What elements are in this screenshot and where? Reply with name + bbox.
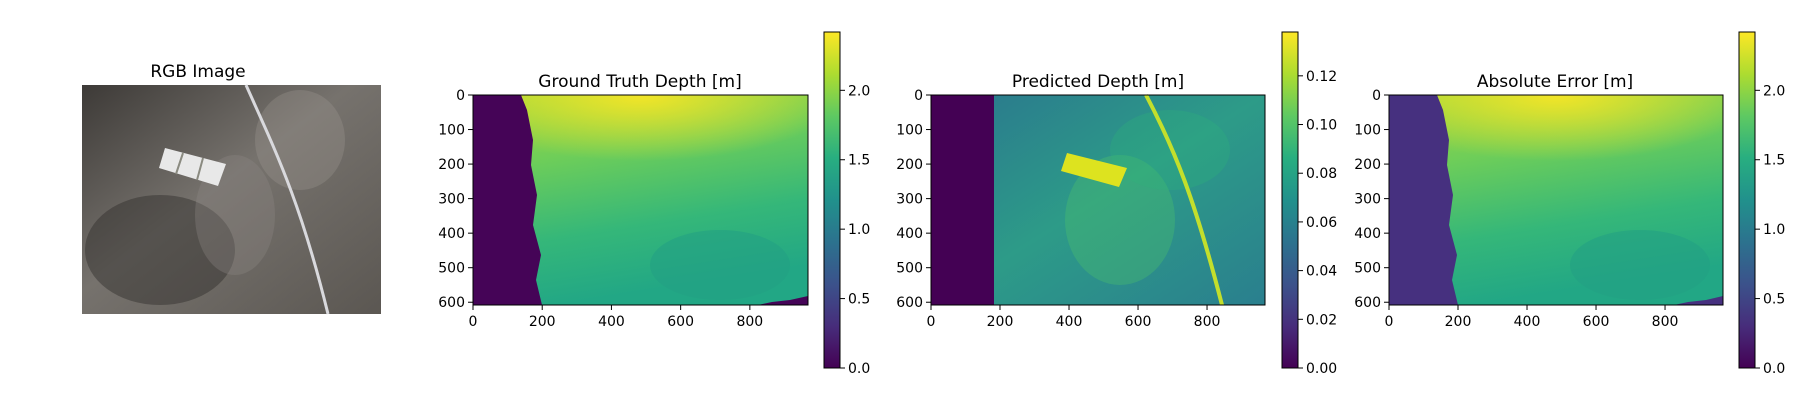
colorbar-tick-label-ground-truth: 1.5 (848, 153, 870, 169)
colorbar-predicted (1281, 31, 1299, 369)
axes-ground-truth: 0 200 400 600 800 0 100 200 300 400 500 600 (438, 88, 809, 330)
colorbar-tick-label-ground-truth: 0.5 (848, 292, 870, 308)
y-tick-label-ground-truth: 500 (438, 261, 465, 277)
rgb-image (82, 84, 381, 315)
colorbar-tick-label-ground-truth: 0.0 (848, 361, 870, 377)
y-tick-label-ground-truth: 100 (438, 123, 465, 139)
x-tick-label-ground-truth: 0 (469, 314, 478, 330)
panel-rgb: RGB Image (82, 62, 381, 315)
x-tick-label-ground-truth: 400 (598, 314, 625, 330)
colorbar-ticks-predicted: 0.00 0.02 0.04 0.06 0.08 0.10 0.12 (1298, 69, 1337, 377)
colorbar-tick-label-predicted: 0.06 (1306, 215, 1337, 231)
colorbar-ground-truth (823, 31, 841, 369)
colorbar-absolute-error (1738, 31, 1756, 369)
panel-absolute-error: Absolute Error [m] 0 200 400 600 800 0 100 200 3… (1354, 31, 1785, 377)
axes-frame-predicted (930, 94, 1266, 306)
y-tick-label-predicted: 400 (896, 226, 923, 242)
y-tick-label-absolute-error: 0 (1372, 88, 1381, 104)
panel-predicted: Predicted Depth [m] 0 200 400 600 800 0 100 200… (896, 31, 1337, 377)
panel-title-predicted: Predicted Depth [m] (1012, 72, 1184, 92)
x-tick-label-predicted: 0 (927, 314, 936, 330)
y-tick-label-ground-truth: 0 (456, 88, 465, 104)
colorbar-tick-label-predicted: 0.12 (1306, 69, 1337, 85)
x-tick-label-predicted: 200 (987, 314, 1014, 330)
y-tick-label-absolute-error: 600 (1354, 295, 1381, 311)
heatmap-ground-truth (473, 95, 808, 305)
panel-title-ground-truth: Ground Truth Depth [m] (538, 72, 741, 92)
y-tick-label-absolute-error: 500 (1354, 261, 1381, 277)
colorbar-ticks-absolute-error: 0.0 0.5 1.0 1.5 2.0 (1755, 83, 1785, 377)
colorbar-tick-label-predicted: 0.00 (1306, 361, 1337, 377)
axes-predicted: 0 200 400 600 800 0 100 200 300 400 500 600 (896, 88, 1266, 330)
y-tick-label-ground-truth: 400 (438, 226, 465, 242)
colorbar-tick-label-absolute-error: 1.0 (1763, 222, 1785, 238)
axes-frame-ground-truth (472, 94, 809, 306)
colorbar-tick-label-ground-truth: 1.0 (848, 222, 870, 238)
x-tick-label-absolute-error: 200 (1445, 314, 1472, 330)
axes-frame-absolute-error (1388, 94, 1724, 306)
y-tick-label-predicted: 100 (896, 123, 923, 139)
y-tick-label-predicted: 600 (896, 295, 923, 311)
colorbar-tick-label-predicted: 0.02 (1306, 312, 1337, 328)
panel-ground-truth: Ground Truth Depth [m] 0 200 400 600 800 0 100… (438, 31, 870, 377)
panel-title-absolute-error: Absolute Error [m] (1477, 72, 1633, 92)
x-tick-label-absolute-error: 800 (1652, 314, 1679, 330)
x-tick-label-ground-truth: 800 (736, 314, 763, 330)
y-tick-label-predicted: 0 (914, 88, 923, 104)
y-tick-label-predicted: 300 (896, 192, 923, 208)
x-tick-label-absolute-error: 400 (1514, 314, 1541, 330)
y-tick-label-ground-truth: 300 (438, 192, 465, 208)
x-tick-label-predicted: 600 (1125, 314, 1152, 330)
x-tick-label-ground-truth: 600 (667, 314, 694, 330)
y-tick-label-predicted: 200 (896, 157, 923, 173)
y-tick-label-absolute-error: 100 (1354, 123, 1381, 139)
x-tick-label-predicted: 800 (1194, 314, 1221, 330)
colorbar-ticks-ground-truth: 0.0 0.5 1.0 1.5 2.0 (840, 83, 870, 377)
axes-absolute-error: 0 200 400 600 800 0 100 200 300 400 500 600 (1354, 88, 1724, 330)
panel-title-rgb: RGB Image (150, 62, 245, 82)
y-tick-label-ground-truth: 600 (438, 295, 465, 311)
colorbar-tick-label-absolute-error: 0.5 (1763, 292, 1785, 308)
y-tick-label-absolute-error: 400 (1354, 226, 1381, 242)
heatmap-predicted (931, 94, 1265, 306)
heatmap-absolute-error (1389, 95, 1723, 305)
colorbar-tick-label-predicted: 0.08 (1306, 166, 1337, 182)
colorbar-tick-label-predicted: 0.10 (1306, 118, 1337, 134)
x-tick-label-predicted: 400 (1056, 314, 1083, 330)
colorbar-tick-label-absolute-error: 2.0 (1763, 83, 1785, 99)
y-tick-label-ground-truth: 200 (438, 157, 465, 173)
colorbar-tick-label-ground-truth: 2.0 (848, 83, 870, 99)
y-tick-label-predicted: 500 (896, 261, 923, 277)
y-tick-label-absolute-error: 300 (1354, 192, 1381, 208)
colorbar-tick-label-predicted: 0.04 (1306, 264, 1337, 280)
x-tick-label-absolute-error: 600 (1583, 314, 1610, 330)
colorbar-tick-label-absolute-error: 1.5 (1763, 153, 1785, 169)
x-tick-label-absolute-error: 0 (1385, 314, 1394, 330)
colorbar-tick-label-absolute-error: 0.0 (1763, 361, 1785, 377)
x-tick-label-ground-truth: 200 (529, 314, 556, 330)
y-tick-label-absolute-error: 200 (1354, 157, 1381, 173)
